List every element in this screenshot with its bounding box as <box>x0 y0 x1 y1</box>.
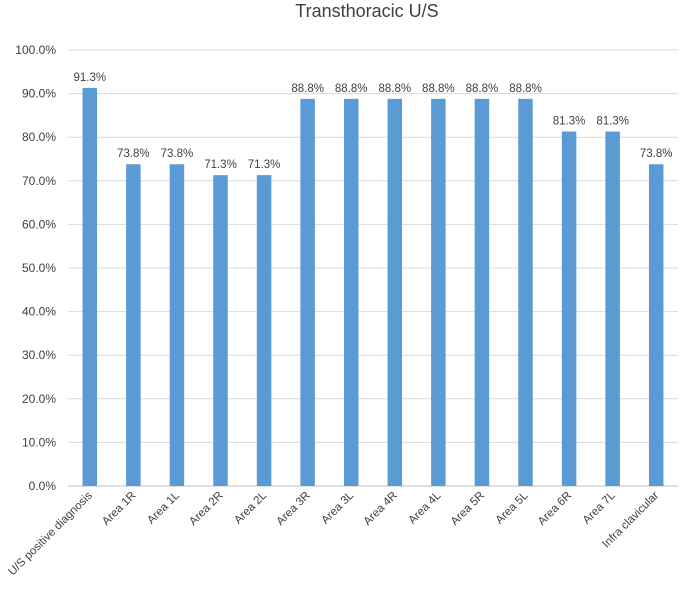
x-tick-label: Area 3R <box>274 490 312 528</box>
bar <box>518 98 533 486</box>
data-label: 88.8% <box>422 83 455 95</box>
data-label: 88.8% <box>291 83 324 95</box>
data-label: 73.8% <box>640 148 673 160</box>
bar <box>561 131 577 487</box>
y-tick-label: 80.0% <box>22 130 56 144</box>
y-tick-label: 30.0% <box>22 348 56 362</box>
x-tick-label: Area 4L <box>407 489 444 526</box>
x-tick-label: Area 6R <box>536 490 574 528</box>
y-tick-label: 20.0% <box>22 392 56 406</box>
data-label: 88.8% <box>378 83 411 95</box>
x-tick-label: U/S positive diagnosis <box>6 489 95 578</box>
bar <box>213 175 228 486</box>
bar <box>474 98 490 486</box>
y-tick-label: 40.0% <box>22 305 56 319</box>
x-tick-label: Area 2R <box>187 490 225 528</box>
data-label: 88.8% <box>335 83 368 95</box>
bar <box>605 131 620 487</box>
data-label: 81.3% <box>553 116 586 128</box>
y-tick-label: 90.0% <box>22 87 56 101</box>
x-tick-label: Area 1R <box>100 490 138 528</box>
y-tick-label: 60.0% <box>22 217 56 231</box>
x-tick-label: Area 3L <box>319 489 356 526</box>
x-tick-label: Area 2L <box>232 489 269 526</box>
data-label: 71.3% <box>204 159 237 171</box>
data-label: 88.8% <box>466 83 499 95</box>
chart-title: Transthoracic U/S <box>295 1 438 21</box>
x-axis-ticks: U/S positive diagnosis Area 1R Area 1L Area… <box>6 489 661 578</box>
data-label: 73.8% <box>117 148 150 160</box>
y-tick-label: 10.0% <box>22 435 56 449</box>
y-tick-label: 0.0% <box>29 479 57 493</box>
data-label: 73.8% <box>161 148 194 160</box>
bar <box>431 98 446 486</box>
x-tick-label: Area 5R <box>449 490 487 528</box>
data-label: 88.8% <box>509 83 542 95</box>
bar <box>387 98 403 486</box>
data-labels: 91.3% 73.8% 73.8% 71.3% 71.3% 88.8% 88.8% 88.8%… <box>73 72 672 171</box>
bar <box>256 175 272 486</box>
y-axis-ticks: 0.0% 10.0% 20.0% 30.0% 40.0% 50.0% 60.0% 70.0% 8… <box>15 43 56 493</box>
bar <box>648 164 664 486</box>
data-label: 91.3% <box>73 72 106 84</box>
bar <box>343 98 359 486</box>
y-tick-label: 70.0% <box>22 174 56 188</box>
bar <box>82 87 98 486</box>
x-tick-label: Area 4R <box>362 490 400 528</box>
y-tick-label: 100.0% <box>15 43 56 57</box>
y-tick-label: 50.0% <box>22 261 56 275</box>
bar <box>300 98 315 486</box>
x-tick-label: Area 7L <box>581 489 618 526</box>
bar <box>126 164 141 486</box>
x-tick-label: Area 1L <box>145 489 182 526</box>
bars <box>82 87 664 487</box>
data-label: 71.3% <box>248 159 281 171</box>
gridlines <box>68 49 678 487</box>
data-label: 81.3% <box>596 116 629 128</box>
bar <box>169 164 185 486</box>
x-tick-label: Area 5L <box>494 489 531 526</box>
